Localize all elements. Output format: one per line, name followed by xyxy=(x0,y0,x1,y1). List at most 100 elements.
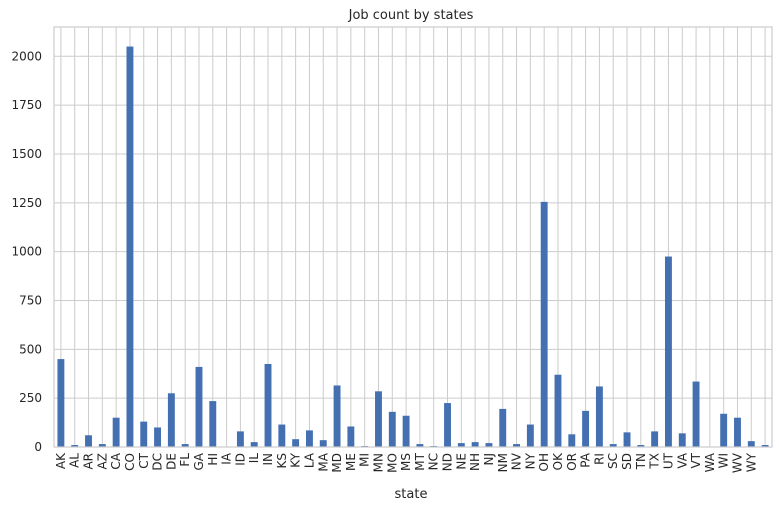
bar-de xyxy=(167,393,175,447)
y-tick-label: 750 xyxy=(19,293,42,307)
x-tick-label: LA xyxy=(302,452,316,468)
x-tick-label: OR xyxy=(565,453,579,471)
bar-sd xyxy=(623,432,631,447)
x-tick-label: WV xyxy=(730,452,744,473)
x-tick-label: IN xyxy=(261,453,275,466)
bar-ct xyxy=(140,421,148,447)
y-tick-label: 0 xyxy=(34,440,42,454)
bar-mn xyxy=(375,391,382,447)
x-tick-label: MN xyxy=(371,453,385,472)
plot-frame xyxy=(53,26,773,448)
bar-al xyxy=(71,445,79,447)
grid xyxy=(54,27,772,448)
x-tick-label: KS xyxy=(275,453,289,469)
bar-vt xyxy=(692,381,700,447)
bar-ga xyxy=(195,366,203,447)
y-tick-label: 1000 xyxy=(11,245,42,259)
bar-ny xyxy=(526,424,534,447)
y-tick-label: 250 xyxy=(19,391,42,405)
x-tick-label: NV xyxy=(510,452,524,470)
bar-fl xyxy=(181,444,189,447)
bar-me xyxy=(347,426,355,447)
x-tick-label: MO xyxy=(385,453,399,473)
x-tick-label: ID xyxy=(233,453,247,466)
x-tick-label: MA xyxy=(316,452,330,471)
bar-wi xyxy=(720,413,728,447)
y-tick-label: 500 xyxy=(19,342,42,356)
x-tick-label: NY xyxy=(523,452,537,469)
y-tick-label: 1750 xyxy=(11,98,42,112)
x-tick-label: KY xyxy=(289,452,303,467)
bar-co xyxy=(126,46,134,448)
bar-dc xyxy=(154,427,162,447)
bar-ar xyxy=(85,435,92,447)
bars xyxy=(57,46,769,448)
bar-ut xyxy=(664,256,672,447)
x-tick-label: FL xyxy=(178,453,192,467)
x-tick-label: ME xyxy=(344,453,358,471)
x-tick-label: DE xyxy=(164,453,178,470)
bar-ne xyxy=(457,443,465,447)
bar-nh xyxy=(471,442,479,447)
bar-az xyxy=(98,444,106,447)
bar-pa xyxy=(582,410,590,447)
x-tick-label: IA xyxy=(220,452,234,465)
x-tick-label: MI xyxy=(358,453,372,467)
x-tick-label: DC xyxy=(151,453,165,471)
bar-va xyxy=(678,433,686,447)
x-axis-ticks: AK AL AR AZ CA CO CT DC DE FL GA HI IA ID IL IN KS KY LA MA… xyxy=(54,452,758,473)
x-tick-label: CO xyxy=(123,453,137,471)
bar-ak xyxy=(57,359,65,447)
x-tick-label: AR xyxy=(82,453,96,470)
x-tick-label: WI xyxy=(717,453,731,468)
x-tick-label: HI xyxy=(206,453,220,466)
x-tick-label: UT xyxy=(661,452,675,469)
bar-idx-51 xyxy=(761,445,769,447)
x-tick-label: AK xyxy=(54,452,68,469)
bar-mo xyxy=(388,411,396,447)
y-tick-label: 1500 xyxy=(11,147,42,161)
chart-title: Job count by states xyxy=(348,8,474,23)
bar-ks xyxy=(278,424,286,447)
x-tick-label: TN xyxy=(634,453,648,470)
x-tick-label: IL xyxy=(247,453,261,464)
x-tick-label: SC xyxy=(606,453,620,469)
x-tick-label: AL xyxy=(68,453,82,468)
bar-nd xyxy=(444,403,451,447)
bar-or xyxy=(568,434,576,447)
x-tick-label: ND xyxy=(441,453,455,471)
y-tick-label: 2000 xyxy=(11,49,42,63)
x-tick-label: WA xyxy=(703,452,717,472)
bar-nj xyxy=(485,443,493,447)
x-tick-label: NJ xyxy=(482,453,496,466)
x-tick-label: VT xyxy=(689,452,703,468)
bar-sc xyxy=(609,444,617,447)
x-axis-label: state xyxy=(395,487,428,502)
bar-hi xyxy=(209,401,217,447)
bar-tx xyxy=(651,431,659,447)
x-tick-label: TX xyxy=(648,453,662,470)
bar-oh xyxy=(540,201,548,447)
x-tick-label: OK xyxy=(551,452,565,470)
x-tick-label: NH xyxy=(468,453,482,471)
x-tick-label: VA xyxy=(675,452,689,468)
x-tick-label: RI xyxy=(592,453,606,465)
bar-ms xyxy=(402,415,410,447)
x-tick-label: NM xyxy=(496,453,510,472)
x-tick-label: AZ xyxy=(95,453,109,469)
x-tick-label: MT xyxy=(413,452,427,470)
x-tick-label: NC xyxy=(427,453,441,470)
x-tick-label: NE xyxy=(454,453,468,470)
bar-ri xyxy=(595,386,603,447)
bar-ok xyxy=(554,374,562,447)
bar-la xyxy=(305,430,313,447)
x-tick-label: OH xyxy=(537,453,551,471)
bar-in xyxy=(264,363,272,447)
bar-mt xyxy=(416,444,424,447)
bar-md xyxy=(333,385,341,447)
y-axis-ticks: 0 250 500 750 1000 1250 1500 1750 2000 xyxy=(11,49,42,454)
bar-ma xyxy=(319,440,327,447)
x-tick-label: SD xyxy=(620,453,634,470)
bar-nm xyxy=(499,408,507,447)
